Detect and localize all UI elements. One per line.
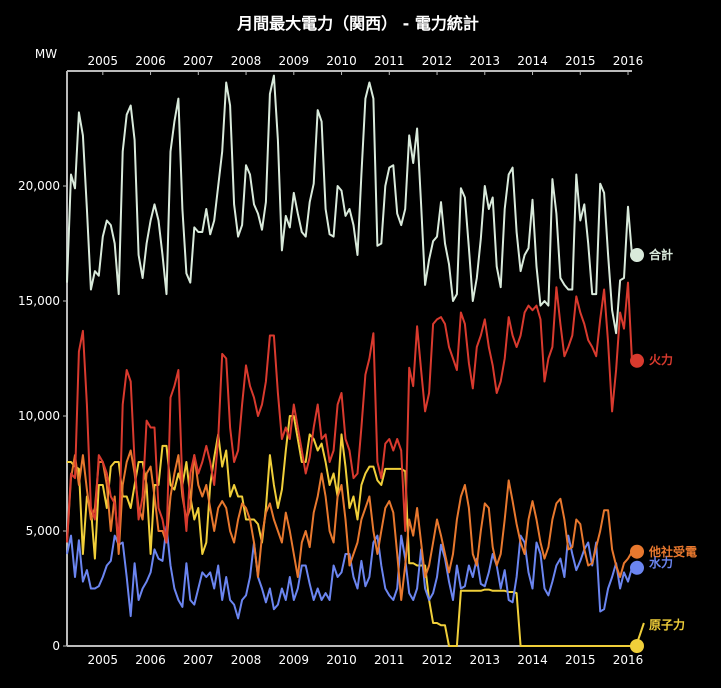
y-tick-label: 5,000 <box>26 524 60 538</box>
chart-title: 月間最大電力（関西） - 電力統計 <box>236 14 479 33</box>
x-tick-label-bottom: 2016 <box>613 653 644 667</box>
series-lines <box>66 74 645 647</box>
series-label: 合計 <box>649 247 673 262</box>
x-tick-label-bottom: 2009 <box>279 653 310 667</box>
x-tick-label-top: 2010 <box>326 54 357 68</box>
x-tick-label-bottom: 2006 <box>135 653 166 667</box>
series-end-marker <box>630 544 644 559</box>
series-end-marker <box>630 560 644 575</box>
y-tick-label: 20,000 <box>18 179 60 193</box>
x-tick-label-top: 2011 <box>374 54 405 68</box>
x-tick-label-top: 2005 <box>88 54 119 68</box>
series-label: 他社受電 <box>648 544 697 559</box>
series-line-火力 <box>66 281 633 544</box>
x-tick-label-bottom: 2015 <box>565 653 596 667</box>
x-tick-label-bottom: 2008 <box>231 653 262 667</box>
series-label: 火力 <box>649 352 673 367</box>
x-tick-label-top: 2013 <box>470 54 501 68</box>
x-tick-label-top: 2015 <box>565 54 596 68</box>
series-line-合計 <box>66 74 633 335</box>
series-label: 水力 <box>649 555 673 570</box>
x-tick-label-bottom: 2007 <box>183 653 214 667</box>
x-tick-label-bottom: 2013 <box>470 653 501 667</box>
series-line-原子力 <box>67 415 645 647</box>
series-end-marker <box>630 639 644 653</box>
series-end-marker <box>630 353 644 368</box>
x-tick-label-top: 2016 <box>613 54 644 68</box>
x-tick-label-top: 2012 <box>422 54 453 68</box>
x-tick-label-bottom: 2005 <box>88 653 119 667</box>
y-axis-label: MW <box>35 47 57 61</box>
axes: 2005 2005 2006 2006 2007 2007 2008 2008 2009 2009… <box>18 54 643 667</box>
x-tick-label-top: 2006 <box>135 54 166 68</box>
x-tick-label-top: 2009 <box>279 54 310 68</box>
x-tick-label-top: 2008 <box>231 54 262 68</box>
x-tick-label-bottom: 2011 <box>374 653 405 667</box>
series-end-marker <box>630 248 644 262</box>
x-tick-label-bottom: 2010 <box>326 653 357 667</box>
x-tick-label-bottom: 2014 <box>517 653 548 667</box>
x-tick-label-top: 2007 <box>183 54 214 68</box>
y-tick-label: 0 <box>52 639 60 653</box>
y-tick-label: 10,000 <box>18 409 60 423</box>
x-tick-label-bottom: 2012 <box>422 653 453 667</box>
series-label: 原子力 <box>649 617 685 632</box>
x-tick-label-top: 2014 <box>517 54 548 68</box>
y-tick-label: 15,000 <box>18 294 60 308</box>
series-line-他社受電 <box>66 449 633 601</box>
